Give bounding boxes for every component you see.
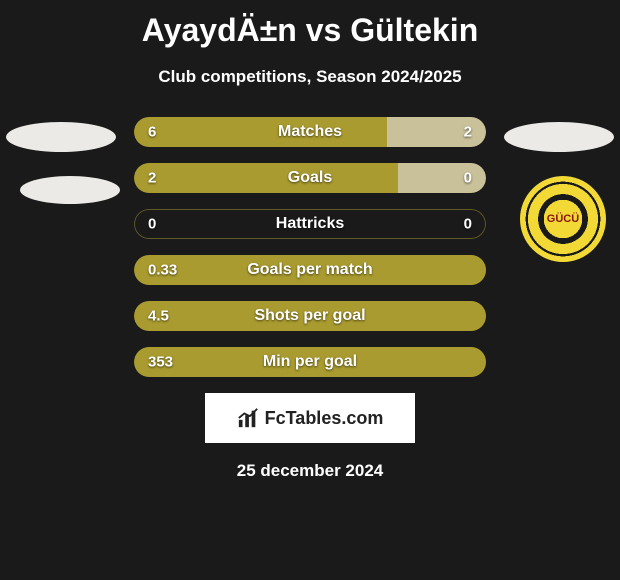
stat-row: 4.5 Shots per goal xyxy=(134,301,486,331)
club-crest-text: GÜCÜ xyxy=(547,214,579,225)
stat-value-right: 0 xyxy=(464,216,472,233)
stat-row: 0 0 Hattricks xyxy=(134,209,486,239)
page-title: AyaydÄ±n vs Gültekin xyxy=(0,0,620,49)
date-label: 25 december 2024 xyxy=(0,461,620,481)
stat-value-left: 0.33 xyxy=(148,262,177,279)
stat-value-right: 2 xyxy=(464,124,472,141)
stat-label: Shots per goal xyxy=(254,307,365,325)
stat-value-right: 0 xyxy=(464,170,472,187)
stat-value-left: 6 xyxy=(148,124,156,141)
stat-row: 6 2 Matches xyxy=(134,117,486,147)
stat-value-left: 4.5 xyxy=(148,308,169,325)
brand-badge: FcTables.com xyxy=(205,393,415,443)
stat-row: 0.33 Goals per match xyxy=(134,255,486,285)
stat-label: Min per goal xyxy=(263,353,357,371)
brand-chart-icon xyxy=(237,407,259,429)
stat-value-left: 2 xyxy=(148,170,156,187)
player-photo-placeholder-left-top xyxy=(6,122,116,152)
stat-bar-left xyxy=(134,117,387,147)
player-photo-placeholder-right xyxy=(504,122,614,152)
stat-value-left: 353 xyxy=(148,354,173,371)
stat-label: Goals per match xyxy=(247,261,372,279)
stat-label: Hattricks xyxy=(276,215,344,233)
subtitle: Club competitions, Season 2024/2025 xyxy=(0,67,620,87)
stat-label: Goals xyxy=(288,169,332,187)
stat-row: 353 Min per goal xyxy=(134,347,486,377)
stat-value-left: 0 xyxy=(148,216,156,233)
stat-bar-right xyxy=(398,163,486,193)
stat-row: 2 0 Goals xyxy=(134,163,486,193)
player-photo-placeholder-left-bottom xyxy=(20,176,120,204)
stat-label: Matches xyxy=(278,123,342,141)
club-crest-icon: GÜCÜ xyxy=(520,176,606,262)
comparison-chart: 6 2 Matches 2 0 Goals 0 0 Hattricks 0.33 Goals per… xyxy=(134,117,486,377)
brand-text: FcTables.com xyxy=(265,408,384,429)
stat-bar-left xyxy=(134,163,398,193)
